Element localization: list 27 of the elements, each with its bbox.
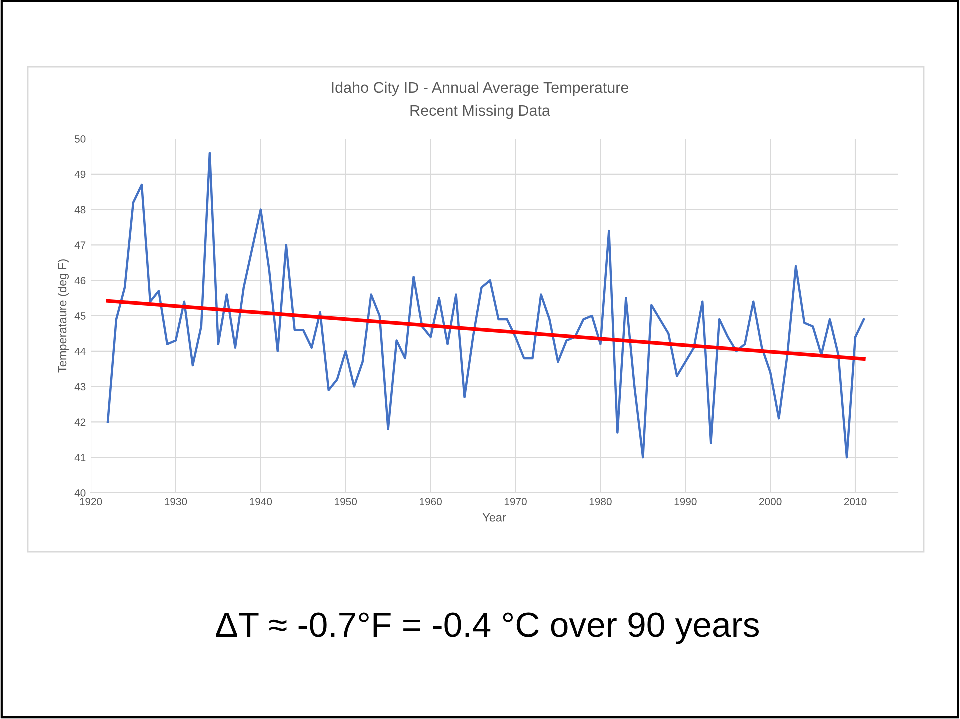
y-tick-label: 42 bbox=[74, 418, 86, 426]
line-series bbox=[106, 152, 866, 459]
x-tick-label: 1950 bbox=[335, 498, 358, 506]
y-tick-label: 43 bbox=[74, 383, 86, 391]
y-tick-label: 48 bbox=[74, 206, 86, 214]
y-tick-label: 47 bbox=[74, 242, 86, 249]
y-tick-label: 40 bbox=[74, 490, 86, 497]
x-tick-label: 1930 bbox=[165, 498, 188, 506]
x-tick-label: 1980 bbox=[590, 498, 612, 506]
x-tick-label: 1960 bbox=[420, 498, 442, 506]
y-tick-label: 50 bbox=[74, 136, 86, 143]
x-tick-label: 2000 bbox=[760, 498, 782, 506]
x-tick-label: 2010 bbox=[844, 498, 867, 506]
x-tick-label: 1920 bbox=[80, 498, 102, 506]
x-tick-label: 1940 bbox=[250, 498, 272, 506]
chart-subtitle: Recent Missing Data bbox=[410, 104, 550, 120]
x-tick-label: 1990 bbox=[674, 498, 697, 506]
y-tick-label: 44 bbox=[74, 348, 86, 356]
y-tick-label: 49 bbox=[74, 170, 86, 178]
x-axis-title: Year bbox=[482, 514, 506, 522]
text: ΔT ≈ -0.7°F = -0.4 °C over 90 years bbox=[216, 612, 759, 644]
x-tick-label: 1970 bbox=[504, 498, 527, 506]
chart-title: Idaho City ID - Annual Average Temperature bbox=[332, 82, 629, 96]
y-axis-title: Temperataure (deg F) bbox=[58, 260, 69, 373]
y-tick-label: 41 bbox=[74, 454, 86, 462]
y-tick-label: 46 bbox=[74, 277, 86, 284]
y-tick-label: 45 bbox=[74, 312, 86, 320]
